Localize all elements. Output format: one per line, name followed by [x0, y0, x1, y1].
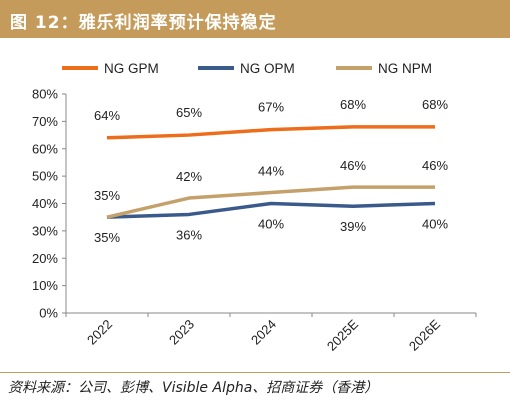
line-chart: 0% 10% 20% 30% 40% 50% 60% 70% 80% 2022 2023 2024 20… [32, 61, 477, 354]
data-label: 65% [176, 105, 202, 120]
y-tick-label: 30% [32, 223, 58, 238]
data-label: 35% [94, 188, 120, 203]
y-tick-label: 60% [32, 141, 58, 156]
data-label: 46% [422, 158, 448, 173]
source-note: 资料来源：公司、彭博、Visible Alpha、招商证券（香港） [8, 380, 379, 396]
y-tick-label: 50% [32, 169, 58, 184]
data-label: 40% [258, 217, 284, 232]
x-tick-label: 2022 [84, 317, 115, 348]
legend-label: NG OPM [240, 61, 295, 76]
data-label: 36% [176, 227, 202, 242]
y-tick-label: 80% [32, 87, 58, 102]
series-line-ng-opm [106, 201, 436, 219]
footer-divider [0, 372, 510, 373]
y-tick-label: 70% [32, 114, 58, 129]
y-tick-label: 0% [39, 306, 58, 321]
x-tick-label: 2026E [406, 316, 443, 353]
data-label: 42% [176, 169, 202, 184]
x-tick-label: 2023 [166, 317, 197, 348]
legend-label: NG GPM [104, 61, 159, 76]
series-line-ng-gpm [106, 125, 435, 140]
y-tick-label: 40% [32, 196, 58, 211]
legend-label: NG NPM [378, 61, 432, 76]
data-label: 68% [340, 97, 366, 112]
x-tick-label: 2025E [324, 316, 361, 353]
chart-title: 图 12：雅乐利润率预计保持稳定 [10, 13, 277, 33]
x-tick-label: 2024 [248, 317, 279, 348]
data-label: 67% [258, 100, 284, 115]
data-label: 44% [258, 164, 284, 179]
data-label: 46% [340, 158, 366, 173]
data-label: 68% [422, 97, 448, 112]
data-label: 35% [94, 230, 120, 245]
series-line-ng-npm [106, 185, 435, 219]
data-label: 39% [340, 219, 366, 234]
y-tick-label: 10% [32, 278, 58, 293]
data-label: 64% [94, 108, 120, 123]
y-tick-label: 20% [32, 251, 58, 266]
title-bar: 图 12：雅乐利润率预计保持稳定 [0, 0, 510, 38]
data-label: 40% [422, 217, 448, 232]
